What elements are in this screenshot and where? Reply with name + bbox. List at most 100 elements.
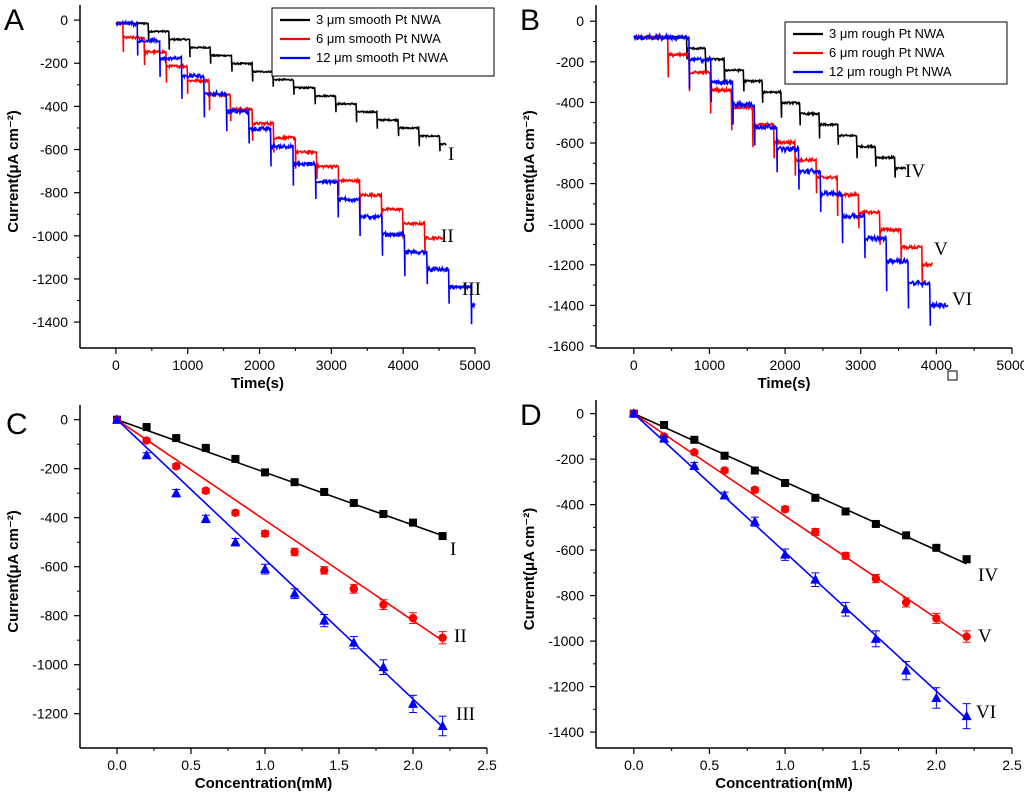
series-iii: III — [112, 414, 475, 737]
panel-letter: C — [6, 408, 28, 441]
y-tick-label: -1200 — [548, 679, 584, 695]
x-tick-label: 2000 — [244, 357, 275, 373]
y-tick-label: -1000 — [548, 216, 584, 232]
data-point — [172, 462, 181, 471]
x-tick-label: 2.0 — [927, 757, 947, 773]
data-point — [230, 536, 241, 547]
x-tick-label: 5000 — [459, 357, 490, 373]
series-roman-label: I — [448, 144, 454, 165]
x-tick-label: 0 — [630, 357, 638, 373]
x-tick-label: 3000 — [316, 357, 347, 373]
x-tick-label: 5000 — [996, 357, 1024, 373]
data-point — [438, 532, 447, 541]
y-tick-label: -1400 — [32, 314, 68, 330]
data-point — [201, 443, 210, 452]
data-point — [932, 543, 941, 552]
data-point — [962, 632, 971, 641]
data-point — [408, 698, 418, 708]
y-tick-label: -200 — [40, 55, 68, 71]
legend: 3 μm smooth Pt NWA 6 μm smooth Pt NWA 12 μ… — [271, 7, 495, 77]
x-tick-label: 1.0 — [255, 757, 275, 773]
y-tick-label: -1600 — [548, 338, 584, 354]
data-point — [840, 603, 851, 614]
y-tick-label: -1200 — [32, 271, 68, 287]
y-tick-label: -600 — [556, 135, 584, 151]
data-point — [628, 408, 639, 418]
data-point — [720, 466, 729, 475]
data-point — [749, 516, 760, 526]
panel-c: C 0.0 0.5 1.0 1.5 2.0 2.5 0 -200 -400 -600 -800 -100… — [5, 405, 497, 792]
x-tick-label: 0.5 — [700, 757, 720, 773]
data-point — [902, 531, 911, 540]
y-tick-label: -1200 — [548, 257, 584, 273]
legend-entry: 3 μm smooth Pt NWA — [316, 12, 441, 27]
data-point — [870, 633, 881, 643]
legend-entry: 3 μm rough Pt NWA — [829, 26, 945, 41]
y-tick-label: -1000 — [32, 228, 68, 244]
data-point — [780, 504, 790, 514]
x-tick-label: 0 — [112, 357, 120, 373]
y-tick-label: -600 — [556, 542, 584, 558]
y-tick-label: -1200 — [32, 706, 68, 722]
data-point — [689, 460, 700, 470]
data-point — [871, 519, 880, 528]
data-point — [690, 435, 699, 444]
data-point — [901, 598, 911, 607]
data-point — [811, 527, 820, 537]
fit-line — [116, 419, 444, 642]
y-tick-label: -200 — [556, 451, 584, 467]
y-tick-label: -800 — [40, 185, 68, 201]
data-point — [261, 468, 269, 477]
data-point — [810, 574, 821, 584]
data-point — [231, 454, 240, 463]
series-v: V — [633, 33, 948, 288]
panel-letter: B — [520, 4, 540, 37]
data-point — [901, 665, 912, 675]
data-point — [437, 720, 448, 730]
data-point — [932, 614, 941, 623]
series-line — [633, 31, 949, 326]
panel-a: A 0 1000 2000 3000 4000 5000 0 -200 -400 -600 -800 -… — [4, 4, 495, 392]
series-roman-label: IV — [978, 565, 998, 586]
x-tick-label: 2.5 — [1002, 757, 1022, 773]
y-tick-label: 0 — [60, 12, 68, 28]
data-point — [781, 479, 790, 488]
series-iii: III — [115, 19, 481, 325]
data-point — [319, 615, 330, 625]
y-axis-label: Current(μA cm⁻²) — [5, 110, 22, 232]
data-point — [348, 637, 359, 647]
data-point — [378, 661, 389, 672]
data-point — [780, 549, 791, 559]
data-point — [720, 451, 729, 460]
series-v: V — [629, 409, 992, 647]
data-point — [841, 551, 850, 561]
panel-letter: D — [520, 399, 542, 432]
y-axis-label: Current(μA cm⁻²) — [521, 508, 538, 630]
y-axis-label: Current(μA cm⁻²) — [521, 110, 538, 232]
series-line — [115, 19, 476, 325]
legend-entry: 6 μm rough Pt NWA — [829, 45, 945, 60]
data-point — [719, 490, 730, 500]
y-tick-label: -1400 — [548, 724, 584, 740]
series-vi: VI — [633, 31, 972, 326]
series-roman-label: II — [454, 626, 467, 647]
panel-letter: A — [4, 4, 24, 37]
legend: 3 μm rough Pt NWA 6 μm rough Pt NWA 12 μm … — [784, 21, 1008, 85]
series-roman-label: I — [450, 539, 456, 560]
stray-square-marker — [947, 370, 958, 381]
data-point — [231, 508, 240, 517]
data-point — [379, 510, 388, 519]
fit-line — [116, 418, 443, 537]
data-point — [260, 563, 270, 574]
series-roman-label: IV — [905, 161, 925, 182]
x-tick-label: 4000 — [921, 357, 952, 373]
data-point — [438, 633, 447, 642]
series-ii: II — [115, 21, 454, 253]
series-line — [115, 21, 444, 253]
x-tick-label: 4000 — [388, 357, 419, 373]
data-point — [379, 600, 388, 609]
y-tick-label: -400 — [40, 510, 68, 526]
x-axis-label: Time(s) — [231, 375, 284, 392]
x-tick-label: 1.0 — [775, 757, 795, 773]
